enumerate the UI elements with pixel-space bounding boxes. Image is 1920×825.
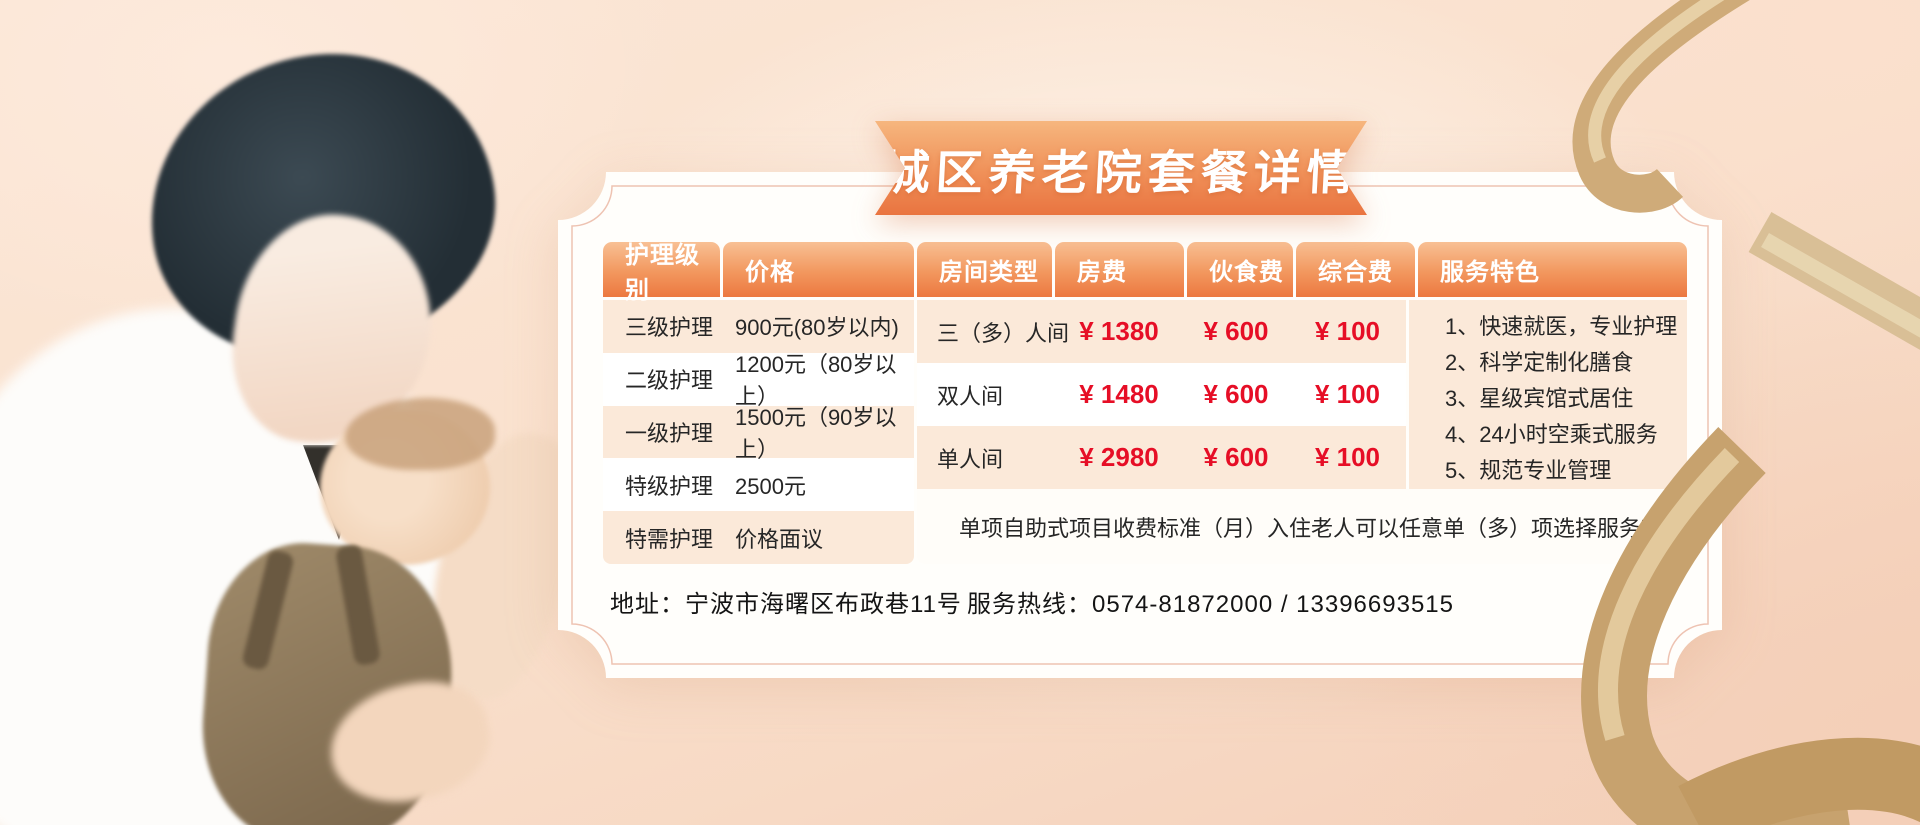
- care-table-header-cell: 护理级别: [603, 242, 720, 304]
- care-table-header: 护理级别 价格: [603, 242, 914, 304]
- care-price-cell: 价格面议: [735, 526, 824, 552]
- info-card: 护理级别 价格 三级护理 900元(80岁以内) 二级护理 1200元（80岁以…: [558, 172, 1722, 678]
- table-row: 特需护理 价格面议: [603, 511, 914, 564]
- room-table-header: 房间类型 房费 伙食费 综合费 服务特色: [917, 242, 1687, 297]
- room-fee-cell: ¥ 1480: [1079, 379, 1159, 409]
- gold-ribbon-highlight: [1588, 0, 1725, 163]
- care-level-cell: 特需护理: [625, 526, 714, 552]
- room-table-header-cell: 房间类型: [917, 242, 1052, 297]
- gold-ribbon-top-curl: [1572, 0, 1750, 213]
- meal-fee-cell: ¥ 600: [1203, 379, 1269, 409]
- room-fee-cell: ¥ 2980: [1079, 442, 1159, 472]
- misc-fee-cell: ¥ 100: [1314, 316, 1381, 346]
- table-row: 双人间 ¥ 1480 ¥ 600 ¥ 100: [917, 363, 1406, 426]
- room-type-cell: 三（多）人间: [937, 320, 1070, 346]
- meal-fee-cell: ¥ 600: [1203, 316, 1269, 346]
- service-feature-item: 5、规范专业管理: [1445, 458, 1612, 483]
- care-level-cell: 一级护理: [625, 420, 714, 446]
- room-table-header-cell: 伙食费: [1187, 242, 1293, 297]
- table-row: 单人间 ¥ 2980 ¥ 600 ¥ 100: [917, 426, 1406, 489]
- table-row: 二级护理 1200元（80岁以上）: [603, 352, 914, 409]
- room-fee-cell: ¥ 1380: [1079, 316, 1159, 346]
- care-level-cell: 二级护理: [625, 368, 714, 394]
- misc-fee-cell: ¥ 100: [1314, 442, 1381, 472]
- room-table-header-cell: 服务特色: [1418, 242, 1687, 297]
- care-level-cell: 特级护理: [625, 473, 714, 499]
- table-row: 三（多）人间 ¥ 1380 ¥ 600 ¥ 100: [917, 300, 1406, 363]
- self-service-note: 单项自助式项目收费标准（月）入住老人可以任意单（多）项选择服务项目: [959, 515, 1686, 541]
- care-price-cell: 1200元（80岁以上）: [735, 352, 897, 410]
- gold-ribbon-highlight: [1761, 233, 1920, 338]
- care-level-cell: 三级护理: [625, 315, 714, 341]
- service-feature-item: 1、快速就医，专业护理: [1445, 314, 1678, 339]
- room-table-header-cell: 综合费: [1296, 242, 1415, 297]
- room-table-header-cell: 房费: [1055, 242, 1184, 297]
- care-price-cell: 2500元: [735, 473, 806, 499]
- meal-fee-cell: ¥ 600: [1203, 442, 1269, 472]
- service-feature-item: 3、星级宾馆式居住: [1445, 386, 1634, 411]
- gold-ribbon-diagonal: [1748, 212, 1920, 350]
- service-feature-item: 2、科学定制化膳食: [1445, 350, 1634, 375]
- care-price-cell: 900元(80岁以内): [735, 315, 899, 341]
- service-features-list: 1、快速就医，专业护理 2、科学定制化膳食 3、星级宾馆式居住 4、24小时空乘…: [1409, 300, 1687, 489]
- room-type-cell: 单人间: [937, 446, 1004, 472]
- title-banner: 城区养老院套餐详情: [875, 121, 1367, 215]
- table-row: 三级护理 900元(80岁以内): [603, 300, 914, 353]
- table-row: 特级护理 2500元: [603, 458, 914, 512]
- banner-ribbon-shape: 城区养老院套餐详情: [875, 121, 1367, 215]
- room-price-table: 房间类型 房费 伙食费 综合费 服务特色 三（多）人间 ¥ 1380 ¥ 600…: [917, 242, 1687, 564]
- baby-hair-shape: [345, 398, 495, 470]
- room-table-body: 三（多）人间 ¥ 1380 ¥ 600 ¥ 100 双人间 ¥ 1480 ¥ 6…: [917, 300, 1687, 489]
- room-type-cell: 双人间: [937, 383, 1004, 409]
- caregiver-baby-photo: [0, 30, 630, 825]
- care-table-header-cell: 价格: [723, 242, 914, 297]
- service-feature-item: 4、24小时空乘式服务: [1445, 422, 1658, 447]
- hotline-text: 服务热线：0574-81872000 / 13396693515: [967, 591, 1454, 618]
- care-table-body: 三级护理 900元(80岁以内) 二级护理 1200元（80岁以上） 一级护理 …: [603, 300, 914, 564]
- footer-contact-line: 地址：宁波市海曙区布政巷11号 服务热线：0574-81872000 / 133…: [558, 584, 1722, 618]
- note-row: 单项自助式项目收费标准（月）入住老人可以任意单（多）项选择服务项目: [917, 489, 1687, 564]
- table-row: 一级护理 1500元（90岁以上）: [603, 405, 914, 462]
- gold-ribbon-corner: [1678, 737, 1920, 825]
- address-text: 地址：宁波市海曙区布政巷11号: [610, 591, 962, 618]
- care-price-table: 护理级别 价格 三级护理 900元(80岁以内) 二级护理 1200元（80岁以…: [603, 242, 914, 564]
- room-rows: 三（多）人间 ¥ 1380 ¥ 600 ¥ 100 双人间 ¥ 1480 ¥ 6…: [917, 300, 1406, 489]
- misc-fee-cell: ¥ 100: [1314, 379, 1381, 409]
- care-price-cell: 1500元（90岁以上）: [735, 405, 897, 462]
- page-title: 城区养老院套餐详情: [880, 145, 1361, 199]
